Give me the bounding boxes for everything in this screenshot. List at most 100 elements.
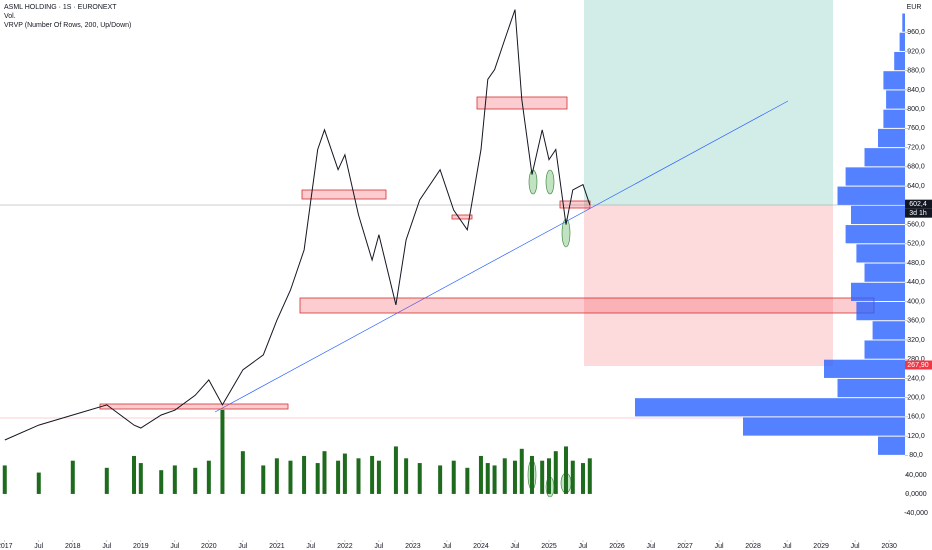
volume-bar xyxy=(70,460,75,494)
profile-bar xyxy=(837,378,905,398)
volume-bar xyxy=(529,455,534,494)
zone-box xyxy=(299,297,875,314)
x-tick-label: Jul xyxy=(374,543,383,550)
volume-bar xyxy=(342,453,347,494)
y-tick-label: 920,0 xyxy=(907,48,925,55)
x-tick-label: 2021 xyxy=(269,543,285,550)
y2-tick-label: 40,000 xyxy=(905,472,927,479)
x-tick-label: 2028 xyxy=(745,543,761,550)
zone-box xyxy=(99,403,289,410)
y-tick-label: 560,0 xyxy=(907,221,925,228)
y-tick-label: 240,0 xyxy=(907,375,925,382)
target-zone xyxy=(584,0,833,205)
x-tick-label: 2026 xyxy=(609,543,625,550)
x-tick-label: Jul xyxy=(579,543,588,550)
y-tick-label: 840,0 xyxy=(907,87,925,94)
profile-bar xyxy=(837,186,905,205)
price-tag xyxy=(905,360,932,370)
x-tick-label: 2019 xyxy=(133,543,149,550)
volume-bar xyxy=(570,460,575,494)
x-tick-label: 2025 xyxy=(541,543,557,550)
volume-bar xyxy=(288,460,293,494)
profile-bar xyxy=(864,340,905,359)
y-tick-label: 280,0 xyxy=(907,356,925,363)
volume-bar xyxy=(485,463,490,494)
volume-bar xyxy=(132,455,137,494)
trend-line xyxy=(214,100,789,413)
highlight xyxy=(528,169,538,195)
volume-bar xyxy=(492,465,497,494)
profile-bar xyxy=(883,109,905,128)
y2-tick-label: -40,000 xyxy=(904,510,928,517)
price-tag-label: 267,90 xyxy=(907,362,929,369)
volume-bar xyxy=(274,458,279,494)
volume-bar xyxy=(540,460,545,494)
profile-bar xyxy=(851,205,905,225)
volume-label: Vol. xyxy=(4,13,16,20)
zone-box xyxy=(451,214,473,220)
y-tick-label: 440,0 xyxy=(907,279,925,286)
profile-bar xyxy=(878,128,905,148)
y2-tick-label: 0,0000 xyxy=(905,491,927,498)
profile-bar xyxy=(886,90,905,109)
countdown: 3d 1h xyxy=(909,210,927,217)
zone-box xyxy=(559,200,591,209)
volume-bar xyxy=(322,451,327,494)
highlight xyxy=(561,218,571,248)
y-tick-label: 880,0 xyxy=(907,68,925,75)
volume-bar xyxy=(465,467,470,494)
volume-bar xyxy=(451,460,456,494)
x-tick-label: Jul xyxy=(34,543,43,550)
x-tick-label: 2022 xyxy=(337,543,353,550)
x-tick-label: 2018 xyxy=(65,543,81,550)
x-tick-label: Jul xyxy=(442,543,451,550)
profile-bar xyxy=(878,436,905,455)
x-tick-label: 2017 xyxy=(0,543,13,550)
profile-bar xyxy=(872,321,905,340)
volume-bar xyxy=(546,458,551,494)
volume-bar xyxy=(206,460,211,494)
chart-title: ASML HOLDING · 1S · EURONEXT xyxy=(4,4,117,11)
volume-bar xyxy=(159,470,164,494)
x-tick-label: Jul xyxy=(783,543,792,550)
x-tick-label: Jul xyxy=(238,543,247,550)
highlight xyxy=(545,169,555,195)
y-tick-label: 480,0 xyxy=(907,260,925,267)
y-tick-label: 960,0 xyxy=(907,29,925,36)
volume-bar xyxy=(502,458,507,494)
y-tick-label: 160,0 xyxy=(907,414,925,421)
profile-bar xyxy=(902,13,905,32)
volume-bar xyxy=(336,460,341,494)
x-tick-label: 2024 xyxy=(473,543,489,550)
profile-bar xyxy=(864,263,905,282)
x-tick-label: Jul xyxy=(102,543,111,550)
profile-bar xyxy=(883,71,905,90)
volume-bar xyxy=(478,455,483,494)
stop-zone xyxy=(584,205,833,366)
profile-bar xyxy=(864,148,905,167)
y-tick-label: 360,0 xyxy=(907,318,925,325)
volume-bar xyxy=(240,451,245,494)
volume-bar xyxy=(193,467,198,494)
x-tick-label: Jul xyxy=(715,543,724,550)
x-tick-label: Jul xyxy=(170,543,179,550)
volume-bar xyxy=(220,409,225,494)
y-tick-label: 200,0 xyxy=(907,395,925,402)
y-tick-label: 400,0 xyxy=(907,298,925,305)
volume-bar xyxy=(393,446,398,494)
y-tick-label: 320,0 xyxy=(907,337,925,344)
volume-bar xyxy=(356,458,361,494)
profile-bar xyxy=(851,282,905,301)
x-tick-label: Jul xyxy=(647,543,656,550)
profile-bar xyxy=(856,301,905,321)
volume-bar xyxy=(512,460,517,494)
volume-bar xyxy=(138,463,143,494)
volume-bar xyxy=(376,460,381,494)
x-tick-label: 2027 xyxy=(677,543,693,550)
y-tick-label: 760,0 xyxy=(907,125,925,132)
volume-bar xyxy=(302,455,307,494)
volume-bar xyxy=(36,472,41,494)
x-tick-label: 2029 xyxy=(813,543,829,550)
x-tick-label: 2030 xyxy=(881,543,897,550)
profile-bar xyxy=(743,417,905,436)
